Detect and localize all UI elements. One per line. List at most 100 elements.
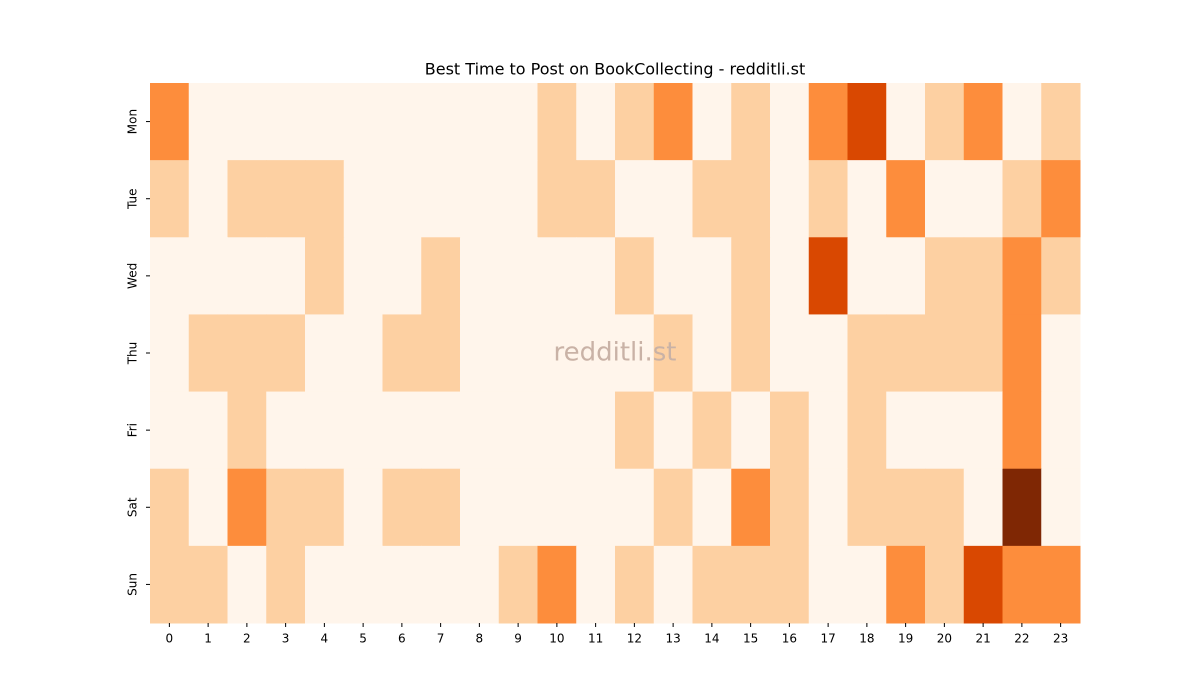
heat-cell [537, 391, 577, 470]
watermark: redditli.st [554, 338, 677, 368]
heat-cell [692, 314, 732, 393]
y-tick-label: Sun [126, 573, 140, 596]
heat-cell [498, 468, 538, 547]
heat-cell [692, 237, 732, 315]
heat-cell [963, 468, 1003, 547]
heat-cell [150, 237, 190, 315]
heat-cell [421, 160, 461, 238]
heat-cell [808, 545, 848, 624]
x-tick-label: 11 [588, 632, 603, 646]
heat-cell [537, 83, 577, 161]
x-tick-label: 17 [820, 632, 835, 646]
heat-cell [382, 391, 422, 470]
heat-cell [653, 160, 693, 238]
y-tick-label: Thu [126, 342, 140, 366]
heat-cell [305, 468, 345, 547]
heat-cell [305, 83, 345, 161]
heat-cell [925, 83, 965, 161]
heat-cell [615, 83, 655, 161]
x-tick-label: 21 [975, 632, 990, 646]
heat-cell [421, 468, 461, 547]
x-tick-label: 4 [321, 632, 329, 646]
heat-cell [227, 83, 267, 161]
heat-cell [382, 83, 422, 161]
heat-cell [305, 160, 345, 238]
heat-cell [343, 468, 383, 547]
heat-cell [460, 314, 500, 393]
heat-cell [576, 314, 616, 393]
heat-cell [576, 83, 616, 161]
heat-cell [963, 160, 1003, 238]
heat-cell [266, 314, 306, 393]
heat-cell [498, 545, 538, 624]
heat-cell [343, 237, 383, 315]
heat-cell [576, 545, 616, 624]
x-tick-label: 22 [1014, 632, 1029, 646]
heat-cell [1041, 83, 1081, 161]
heat-cell [808, 83, 848, 161]
heat-cell [615, 468, 655, 547]
x-tick-label: 0 [166, 632, 174, 646]
heat-cell [731, 545, 771, 624]
y-tick-label: Wed [126, 263, 140, 289]
heat-cell [1041, 314, 1081, 393]
heat-cell [498, 314, 538, 393]
heat-cell [808, 160, 848, 238]
heat-cell [498, 391, 538, 470]
heat-cell [847, 237, 887, 315]
heat-cell [692, 391, 732, 470]
heat-cell [266, 391, 306, 470]
heat-cell [653, 314, 693, 393]
heat-cell [537, 314, 577, 393]
heat-cell [188, 468, 228, 547]
heat-cell [537, 160, 577, 238]
y-tick-label: Fri [126, 423, 140, 437]
x-tick-label: 10 [549, 632, 564, 646]
x-tick-label: 7 [437, 632, 445, 646]
heat-cell [188, 314, 228, 393]
heat-cell [925, 468, 965, 547]
heat-cell [770, 468, 810, 547]
heat-cell [382, 545, 422, 624]
heat-cell [847, 160, 887, 238]
chart-title: Best Time to Post on BookCollecting - re… [425, 60, 805, 79]
heat-cell [615, 314, 655, 393]
x-tick-label: 19 [898, 632, 913, 646]
heat-cell [150, 83, 190, 161]
x-tick-label: 3 [282, 632, 290, 646]
heat-cell [188, 545, 228, 624]
heat-cell [305, 545, 345, 624]
heat-cell [150, 468, 190, 547]
heat-cell [150, 545, 190, 624]
heat-cell [886, 545, 926, 624]
x-tick-label: 16 [782, 632, 797, 646]
heat-cell [343, 545, 383, 624]
heat-cell [653, 545, 693, 624]
x-tick-label: 15 [743, 632, 758, 646]
heat-cell [1002, 314, 1042, 393]
y-tick-label: Mon [126, 109, 140, 134]
heat-cell [1002, 160, 1042, 238]
y-tick-label: Tue [126, 188, 140, 210]
heat-cell [1041, 391, 1081, 470]
heat-cell [615, 391, 655, 470]
heat-cell [847, 391, 887, 470]
heat-cell [343, 391, 383, 470]
heat-cell [925, 160, 965, 238]
x-tick-label: 20 [937, 632, 952, 646]
heat-cell [963, 391, 1003, 470]
heat-cell [615, 160, 655, 238]
heat-cell [1041, 468, 1081, 547]
heat-cell [653, 237, 693, 315]
x-tick-label: 5 [359, 632, 367, 646]
heat-cell [692, 545, 732, 624]
heat-cell [770, 314, 810, 393]
heat-cell [576, 391, 616, 470]
heat-cell [382, 314, 422, 393]
heat-cell [460, 83, 500, 161]
x-tick-label: 8 [476, 632, 484, 646]
heat-cell [808, 314, 848, 393]
heat-cell [692, 160, 732, 238]
heat-cell [808, 237, 848, 315]
heat-cell [305, 314, 345, 393]
